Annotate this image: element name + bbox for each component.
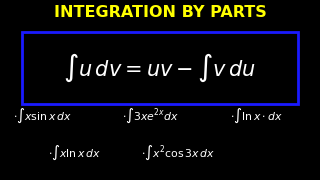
- Text: $\cdot\int x^{2}\cos 3x\,dx$: $\cdot\int x^{2}\cos 3x\,dx$: [141, 144, 215, 162]
- Text: $\cdot\int x\sin x\,dx$: $\cdot\int x\sin x\,dx$: [13, 107, 72, 125]
- Text: $\cdot\int x\ln x\,dx$: $\cdot\int x\ln x\,dx$: [48, 144, 101, 162]
- Text: $\int u\,dv = uv - \int v\,du$: $\int u\,dv = uv - \int v\,du$: [63, 51, 257, 84]
- Text: $\cdot\int \ln x\cdot dx$: $\cdot\int \ln x\cdot dx$: [230, 107, 283, 125]
- Text: $\cdot\int 3xe^{2x}dx$: $\cdot\int 3xe^{2x}dx$: [122, 107, 179, 125]
- Text: INTEGRATION BY PARTS: INTEGRATION BY PARTS: [54, 5, 266, 20]
